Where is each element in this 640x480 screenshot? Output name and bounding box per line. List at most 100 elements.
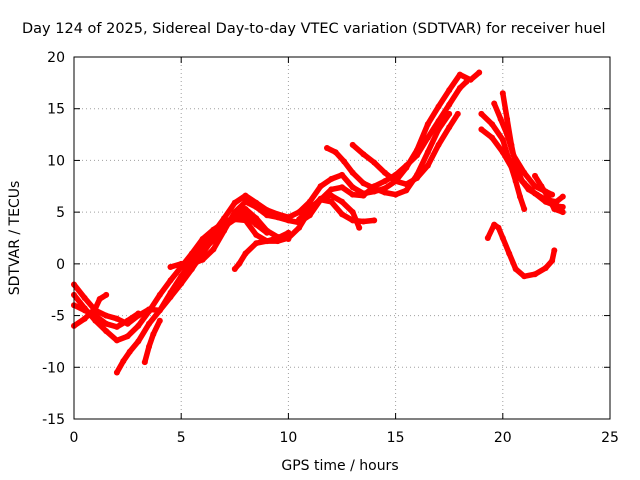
data-point: [381, 189, 388, 196]
data-point: [414, 147, 420, 154]
data-point: [521, 273, 528, 280]
data-point: [532, 271, 538, 278]
data-point: [156, 317, 163, 324]
data-point: [156, 291, 163, 298]
data-point: [146, 343, 152, 350]
data-point: [141, 359, 148, 366]
data-point: [521, 180, 528, 187]
data-point: [328, 186, 335, 193]
data-point: [264, 238, 270, 245]
data-point: [167, 277, 174, 284]
y-tick-label: -5: [51, 309, 65, 325]
data-point: [253, 221, 260, 228]
data-point: [103, 328, 110, 335]
data-point: [497, 116, 504, 123]
data-point: [113, 369, 120, 376]
data-point: [538, 183, 545, 190]
data-point: [339, 171, 345, 178]
data-point: [491, 100, 498, 107]
data-point: [274, 211, 281, 218]
data-point: [435, 103, 442, 110]
data-point: [339, 211, 345, 218]
data-point: [521, 206, 528, 212]
data-point: [512, 178, 519, 185]
data-point: [381, 178, 388, 185]
data-point: [349, 209, 356, 216]
data-point: [167, 264, 174, 270]
data-point: [499, 235, 506, 241]
y-tick-label: 0: [56, 257, 65, 273]
y-tick-label: -15: [42, 412, 65, 428]
data-point: [424, 162, 431, 169]
data-point: [499, 136, 506, 143]
data-point: [371, 217, 378, 224]
data-point: [242, 206, 249, 212]
data-point: [360, 151, 367, 158]
data-point: [178, 280, 185, 287]
data-point: [381, 169, 388, 176]
data-point: [253, 199, 260, 206]
data-point: [360, 190, 367, 197]
data-point: [499, 149, 506, 156]
data-point: [446, 110, 453, 117]
data-point: [324, 145, 330, 151]
data-point: [392, 191, 399, 198]
data-point: [242, 198, 249, 205]
data-point: [274, 238, 281, 245]
data-point: [242, 212, 249, 219]
data-point: [103, 312, 110, 319]
data-point: [392, 178, 399, 185]
data-point: [81, 295, 88, 301]
data-point: [508, 141, 515, 148]
data-point: [446, 87, 453, 94]
data-point: [328, 176, 335, 182]
data-point: [264, 207, 270, 214]
data-point: [489, 121, 496, 128]
data-point: [113, 337, 120, 344]
data-point: [403, 164, 410, 171]
data-point: [512, 266, 519, 272]
data-point: [242, 250, 249, 257]
x-tick-label: 20: [494, 430, 512, 446]
x-axis-label: GPS time / hours: [281, 458, 398, 474]
data-point: [559, 204, 566, 210]
data-point: [495, 224, 502, 231]
data-point: [476, 69, 483, 76]
data-point: [113, 315, 120, 322]
data-point: [199, 236, 206, 242]
data-point: [478, 126, 485, 133]
data-point: [103, 320, 110, 327]
data-point: [150, 331, 157, 338]
data-point: [478, 110, 485, 117]
data-point: [81, 307, 88, 314]
data-point: [504, 116, 511, 123]
data-point: [92, 305, 99, 312]
data-point: [124, 333, 131, 340]
data-point: [559, 209, 566, 216]
data-point: [285, 214, 292, 221]
data-point: [454, 110, 461, 117]
data-point: [414, 175, 420, 181]
grid-lines: [74, 57, 610, 419]
chart-title: Day 124 of 2025, Sidereal Day-to-day VTE…: [22, 21, 606, 37]
data-point: [446, 101, 453, 108]
data-point: [435, 126, 442, 133]
data-point: [156, 307, 163, 314]
data-point: [103, 291, 110, 298]
data-point: [551, 247, 558, 254]
data-point: [371, 159, 378, 166]
data-point: [328, 198, 335, 205]
data-point: [135, 338, 142, 345]
data-point: [135, 322, 142, 329]
data-point: [371, 185, 378, 192]
y-tick-label: 15: [47, 102, 65, 118]
data-point: [424, 134, 431, 141]
data-point: [521, 169, 528, 176]
data-point: [489, 134, 496, 141]
data-point: [544, 193, 551, 200]
data-point: [532, 172, 538, 179]
data-point: [167, 294, 174, 300]
data-point: [349, 141, 356, 148]
data-point: [221, 227, 228, 234]
